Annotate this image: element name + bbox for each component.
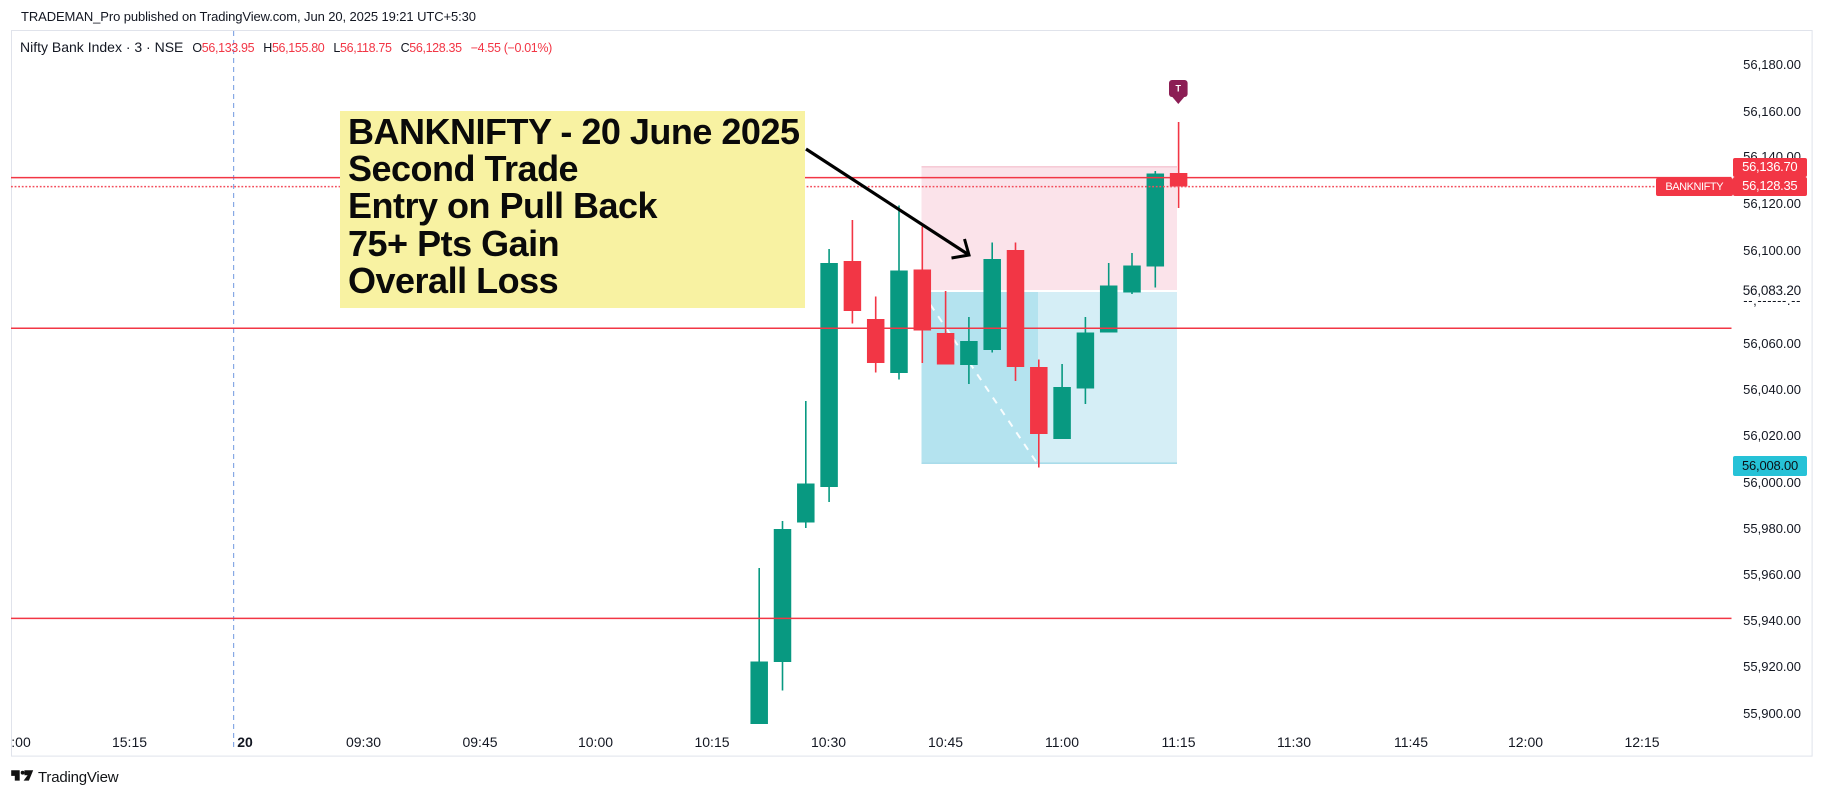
svg-text:T: T [1176,84,1182,94]
